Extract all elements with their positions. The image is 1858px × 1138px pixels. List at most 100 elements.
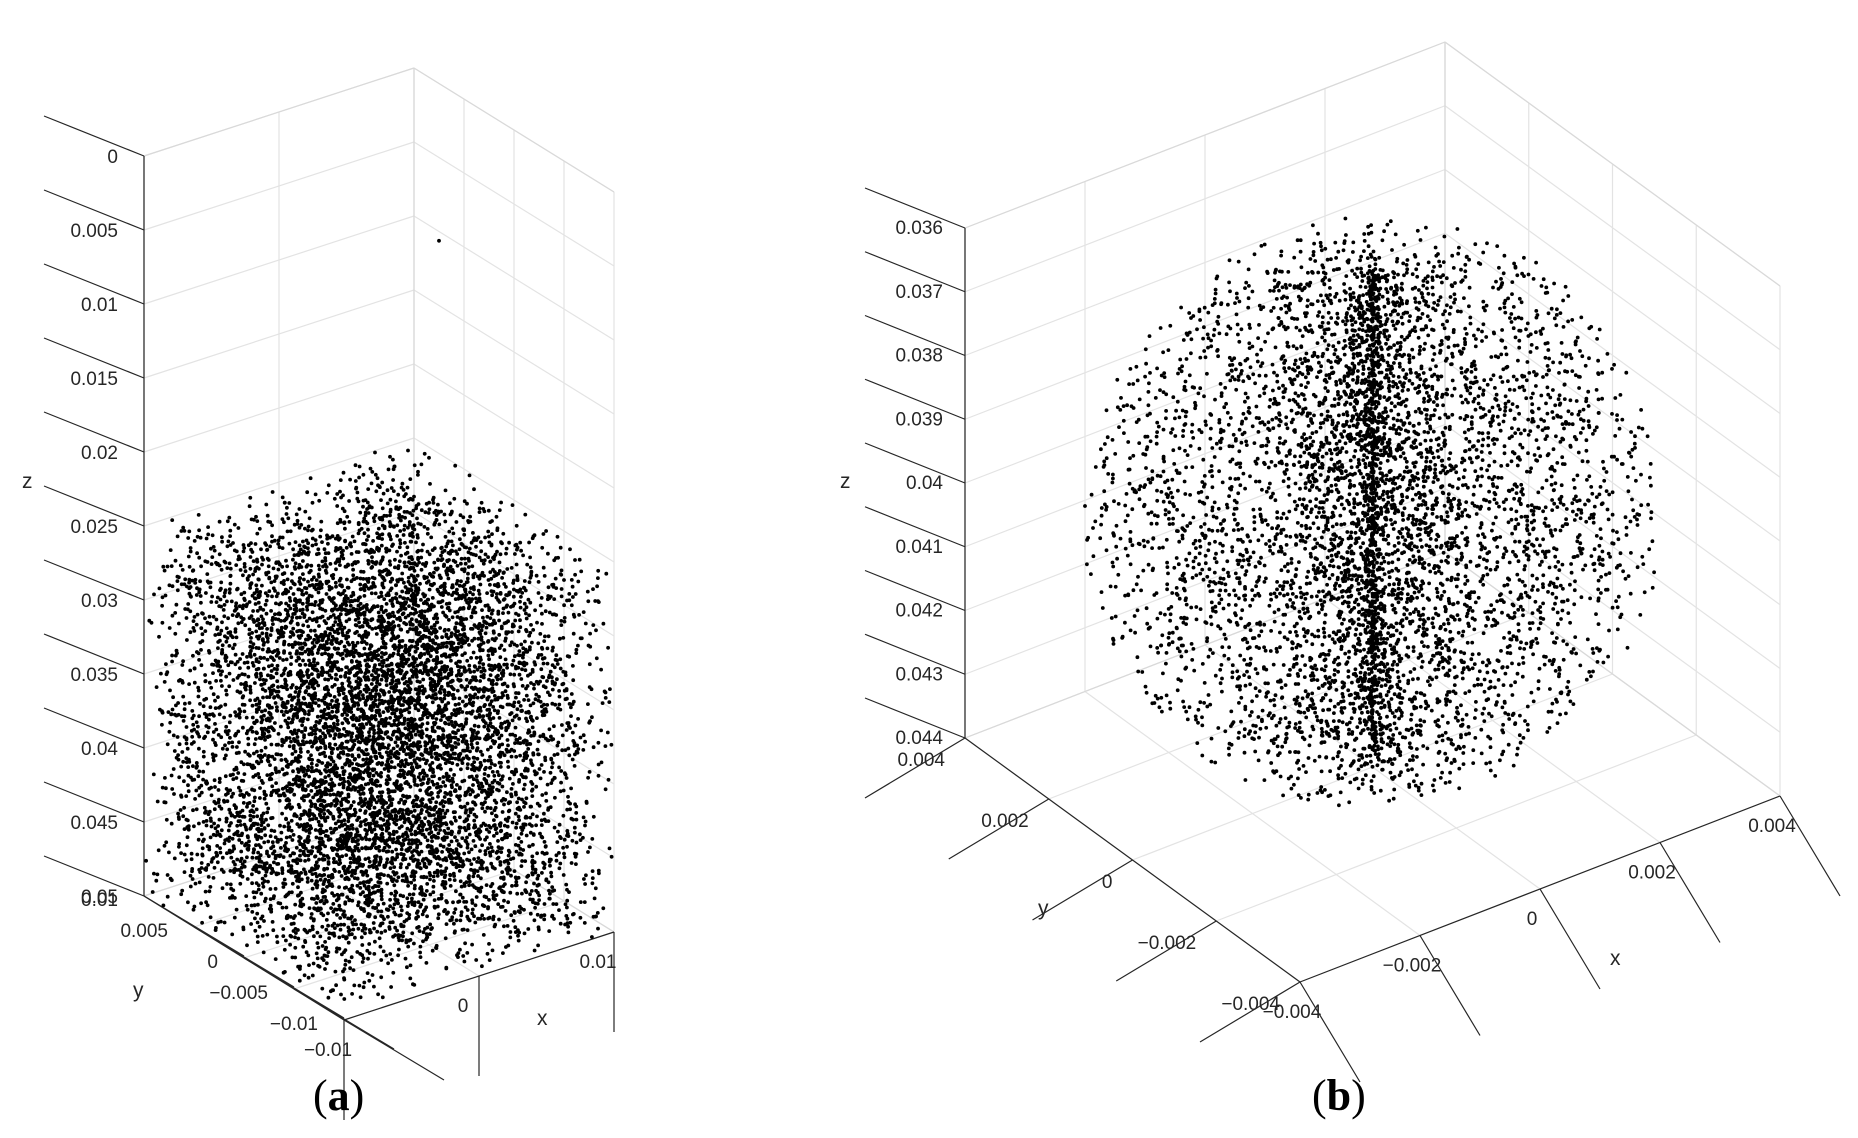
data-point <box>211 671 215 675</box>
data-point <box>386 914 390 919</box>
data-point <box>495 770 500 774</box>
data-point <box>273 612 277 617</box>
data-point <box>521 758 526 763</box>
data-point <box>394 583 398 587</box>
data-point <box>183 701 187 706</box>
data-point <box>224 753 228 758</box>
data-point <box>501 671 506 676</box>
data-point <box>526 873 531 878</box>
data-point <box>154 878 159 883</box>
data-point <box>277 798 282 803</box>
data-point <box>186 783 190 788</box>
data-point <box>334 637 339 641</box>
grid-line <box>143 289 415 379</box>
data-point <box>409 555 414 559</box>
data-point <box>457 869 462 873</box>
data-point <box>316 590 321 595</box>
data-point <box>499 626 504 631</box>
data-point <box>327 744 332 749</box>
data-point <box>347 763 352 768</box>
data-point <box>458 633 462 637</box>
data-point <box>313 600 318 604</box>
data-point <box>536 927 541 932</box>
data-point <box>320 761 325 765</box>
data-point <box>471 650 476 655</box>
data-point <box>250 661 255 665</box>
data-point <box>422 525 427 529</box>
data-point <box>242 864 247 869</box>
data-point <box>371 773 376 778</box>
data-point <box>246 736 251 741</box>
data-point <box>408 477 413 481</box>
data-point <box>586 643 591 648</box>
data-point <box>307 906 312 910</box>
data-point <box>561 681 566 686</box>
data-point <box>470 564 475 569</box>
data-point <box>565 898 570 903</box>
data-point <box>390 602 395 606</box>
data-point <box>511 603 515 608</box>
data-point <box>269 742 274 747</box>
data-point <box>363 703 368 707</box>
data-point <box>486 578 491 582</box>
data-point <box>401 533 406 537</box>
data-point <box>314 720 319 724</box>
data-point <box>458 815 462 820</box>
data-point <box>419 735 424 740</box>
data-point <box>172 856 177 861</box>
data-point <box>290 881 295 886</box>
data-point <box>234 601 239 606</box>
data-point <box>493 763 497 767</box>
data-point <box>160 785 165 790</box>
data-point <box>421 677 426 682</box>
data-point <box>423 740 428 745</box>
data-point <box>328 627 333 632</box>
data-point <box>274 708 279 713</box>
data-point <box>486 653 491 658</box>
data-point <box>561 845 565 850</box>
data-point <box>569 861 574 865</box>
data-point <box>282 947 287 952</box>
data-point <box>260 914 265 919</box>
data-point <box>567 592 572 596</box>
data-point <box>310 543 315 548</box>
data-point <box>400 481 405 486</box>
data-point <box>303 509 308 514</box>
data-point <box>448 872 452 877</box>
data-point <box>379 667 383 672</box>
data-point <box>362 980 367 985</box>
data-point <box>325 866 330 871</box>
data-point <box>445 572 450 577</box>
data-point <box>388 952 393 956</box>
data-point <box>377 662 382 667</box>
data-point <box>492 834 496 838</box>
data-point <box>211 737 215 742</box>
data-point <box>251 867 256 872</box>
data-point <box>336 591 341 596</box>
data-point <box>398 594 402 599</box>
data-point <box>358 510 363 515</box>
data-point <box>265 657 270 662</box>
data-point <box>577 557 582 562</box>
data-point <box>419 849 424 854</box>
data-point <box>194 761 199 765</box>
data-point <box>317 840 322 845</box>
data-point <box>303 839 307 844</box>
data-point <box>220 620 224 625</box>
data-point <box>219 735 224 740</box>
data-point <box>540 545 545 550</box>
data-point <box>304 829 309 833</box>
data-point <box>249 903 254 908</box>
data-point <box>398 541 403 546</box>
data-point <box>324 918 329 922</box>
data-point <box>179 851 184 855</box>
data-point <box>180 663 185 667</box>
data-point <box>485 591 489 595</box>
data-point <box>266 673 270 678</box>
data-point <box>250 729 255 734</box>
data-point <box>284 835 289 840</box>
data-point <box>409 617 414 622</box>
data-point <box>361 985 366 990</box>
data-point <box>369 481 374 486</box>
data-point <box>488 582 492 587</box>
